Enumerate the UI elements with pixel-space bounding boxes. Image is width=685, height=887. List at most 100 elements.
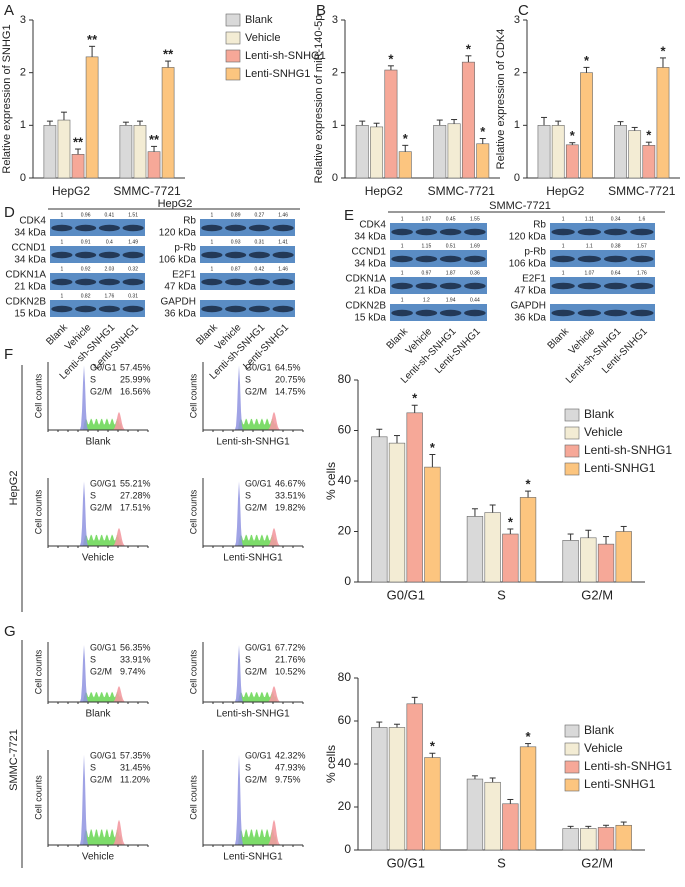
protein-label: p-Rb [524, 247, 546, 258]
blot-band [122, 278, 144, 286]
band-quant: 1.87 [446, 270, 456, 276]
error-bar [603, 536, 610, 545]
band-quant: 0.51 [446, 243, 456, 249]
cell-line-label: HepG2 [8, 471, 20, 506]
phase-label: G2/M [245, 666, 267, 676]
y-tick-label: 0 [20, 172, 26, 184]
protein-label: CDKN1A [345, 274, 386, 285]
blot-band [75, 305, 97, 313]
blot-band [577, 228, 602, 236]
y-tick-label: 40 [338, 756, 352, 770]
x-tick-label: G2/M [581, 587, 613, 602]
histogram-area [203, 534, 303, 546]
error-bar [165, 60, 172, 68]
legend-label: Blank [584, 723, 615, 737]
band-quant: 1 [210, 212, 213, 218]
bar [614, 125, 627, 179]
bar [476, 143, 490, 179]
bar [502, 803, 519, 851]
blot-band [603, 228, 628, 236]
significance-label: * [646, 128, 652, 143]
bar [565, 144, 579, 179]
error-bar [402, 144, 409, 152]
x-tick-label: SMMC-7721 [608, 184, 676, 198]
protein-label: GAPDH [510, 301, 546, 312]
phase-label: G2/M [90, 774, 112, 784]
y-axis-label: Relative expression of miR-140-5p [313, 15, 325, 184]
y-tick-label: 60 [338, 423, 352, 437]
blot-band [98, 278, 120, 286]
phase-label: S [245, 654, 251, 664]
band-quant: 1 [401, 270, 404, 276]
phase-value: 31.45% [120, 762, 151, 772]
blot-strip [550, 223, 655, 240]
kda-label: 36 kDa [164, 309, 196, 320]
band-quant: 1 [210, 239, 213, 245]
legend-swatch [564, 778, 580, 792]
bar [466, 778, 484, 851]
x-tick-label: HepG2 [365, 184, 403, 198]
error-bar [555, 120, 562, 126]
protein-label: CCND1 [12, 243, 47, 254]
bar [85, 56, 99, 179]
x-tick-label: HepG2 [546, 184, 584, 198]
blot-band [51, 251, 73, 259]
band-quant: 1.07 [585, 270, 595, 276]
phase-label: G0/G1 [90, 642, 117, 652]
blot-strip [550, 250, 655, 267]
legend-label: Lenti-sh-SNHG1 [245, 50, 326, 62]
blot-title: HepG2 [158, 198, 193, 210]
cell-line-label: SMMC-7721 [8, 729, 20, 791]
cell-counts-label: Cell counts [33, 649, 43, 694]
protein-label: CDK4 [359, 220, 386, 231]
blot-band [201, 278, 223, 286]
blot-strip [390, 304, 487, 321]
kda-label: 15 kDa [14, 309, 46, 320]
protein-label: CDKN1A [5, 270, 46, 281]
phase-value: 16.56% [120, 386, 151, 396]
blot-strip [50, 300, 145, 317]
histogram-area [203, 691, 303, 702]
error-bar [645, 141, 652, 146]
error-bar [489, 504, 496, 513]
band-quant: 0.64 [611, 270, 621, 276]
y-tick-label: 60 [338, 713, 352, 727]
panel-letter: E [344, 207, 354, 224]
blot-band [272, 278, 294, 286]
significance-label: * [403, 131, 409, 146]
kda-label: 34 kDa [354, 259, 386, 270]
histogram-area [48, 691, 148, 702]
phase-value: 55.21% [120, 478, 151, 488]
blot-band [630, 309, 654, 317]
blot-band [98, 251, 120, 259]
band-quant: 1 [562, 243, 565, 249]
blot-band [272, 224, 294, 232]
error-bar [617, 121, 624, 126]
band-quant: 1.07 [422, 216, 432, 222]
error-bar [122, 121, 129, 126]
plot-label: Lenti-sh-SNHG1 [216, 437, 290, 448]
bar [580, 537, 597, 583]
significance-label: ** [73, 134, 84, 149]
phase-value: 57.45% [120, 362, 151, 372]
error-bar [567, 533, 574, 541]
blot-band [225, 251, 247, 259]
phase-value: 9.74% [120, 666, 146, 676]
error-bar [429, 752, 436, 758]
error-bar [585, 825, 592, 829]
y-tick-label: 40 [338, 473, 352, 487]
panel-letter: A [4, 2, 14, 19]
blot-band [603, 255, 628, 263]
legend-label: Lenti-sh-SNHG1 [584, 443, 672, 457]
cell-counts-label: Cell counts [33, 775, 43, 820]
phase-label: S [90, 654, 96, 664]
legend-label: Lenti-SNHG1 [245, 68, 310, 80]
band-quant: 1 [60, 239, 63, 245]
blot-band [248, 305, 270, 313]
phase-label: G0/G1 [90, 478, 117, 488]
blot-strip [200, 219, 295, 236]
histogram-area [48, 828, 148, 845]
blot-band [122, 224, 144, 232]
phase-value: 21.76% [275, 654, 306, 664]
